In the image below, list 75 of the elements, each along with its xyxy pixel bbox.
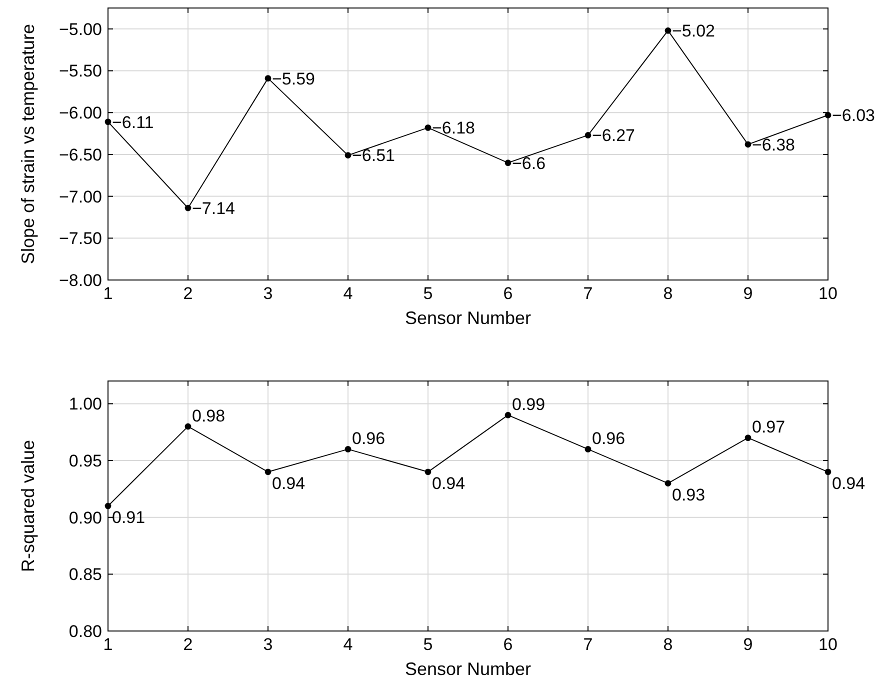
y-axis-title: R-squared value bbox=[18, 440, 38, 572]
data-label: −6.38 bbox=[752, 135, 796, 154]
data-label: 0.91 bbox=[112, 508, 146, 527]
x-tick-label: 9 bbox=[743, 635, 753, 654]
x-tick-label: 9 bbox=[743, 284, 753, 303]
x-tick-label: 3 bbox=[263, 284, 273, 303]
y-tick-label: −6.50 bbox=[58, 145, 102, 164]
y-tick-label: −7.50 bbox=[58, 229, 102, 248]
x-tick-label: 4 bbox=[343, 284, 353, 303]
x-tick-label: 1 bbox=[103, 284, 113, 303]
data-label: 0.94 bbox=[832, 474, 866, 493]
x-tick-label: 8 bbox=[663, 635, 673, 654]
data-label: 0.93 bbox=[672, 485, 706, 504]
data-label: 0.97 bbox=[752, 418, 786, 437]
data-label: 0.94 bbox=[432, 474, 466, 493]
point bbox=[184, 204, 192, 212]
data-label: 0.96 bbox=[352, 429, 386, 448]
y-axis-title: Slope of strain vs temperature bbox=[18, 24, 38, 264]
point bbox=[744, 434, 752, 442]
x-tick-label: 6 bbox=[503, 635, 513, 654]
data-label: −5.02 bbox=[672, 22, 716, 41]
y-tick-label: 0.95 bbox=[68, 451, 102, 470]
data-label: 0.96 bbox=[592, 429, 626, 448]
data-label: −6.11 bbox=[112, 112, 154, 132]
data-label: −7.14 bbox=[192, 198, 236, 218]
x-tick-label: 6 bbox=[503, 284, 513, 303]
point bbox=[104, 502, 112, 510]
y-tick-label: 0.80 bbox=[68, 622, 102, 641]
point bbox=[584, 132, 592, 138]
point bbox=[264, 75, 272, 82]
point bbox=[184, 423, 192, 430]
data-label: −6.03 bbox=[832, 106, 876, 126]
y-tick-label: −6.00 bbox=[58, 104, 102, 123]
point bbox=[824, 468, 832, 476]
data-label: −6.27 bbox=[592, 126, 636, 146]
x-tick-label: 4 bbox=[343, 635, 353, 654]
x-tick-label: 7 bbox=[583, 284, 593, 303]
point bbox=[344, 446, 352, 452]
data-label: −6.18 bbox=[432, 118, 476, 138]
x-axis-title: Sensor Number bbox=[404, 659, 532, 679]
point bbox=[744, 141, 752, 148]
point bbox=[504, 412, 512, 418]
x-tick-label: 5 bbox=[423, 635, 433, 654]
x-axis-title: Sensor Number bbox=[404, 308, 532, 328]
x-tick-label: 2 bbox=[183, 635, 193, 654]
point bbox=[664, 480, 672, 486]
data-label: −6.6 bbox=[512, 154, 546, 173]
point bbox=[664, 27, 672, 34]
y-tick-label: −7.00 bbox=[58, 187, 102, 206]
x-tick-label: 3 bbox=[263, 635, 273, 654]
point bbox=[104, 118, 112, 126]
x-tick-label: 7 bbox=[583, 635, 593, 654]
x-tick-label: 10 bbox=[818, 284, 838, 303]
data-label: 0.94 bbox=[272, 474, 306, 493]
y-tick-label: −8.00 bbox=[58, 270, 102, 290]
point bbox=[264, 468, 272, 476]
point bbox=[584, 446, 592, 452]
x-tick-label: 8 bbox=[663, 284, 673, 303]
x-tick-label: 10 bbox=[818, 635, 838, 654]
y-tick-label: 1.00 bbox=[68, 394, 102, 414]
point bbox=[344, 152, 352, 158]
data-label: 0.99 bbox=[512, 394, 546, 414]
y-tick-label: −5.00 bbox=[58, 20, 102, 39]
data-label: −6.51 bbox=[352, 146, 396, 166]
point bbox=[424, 124, 432, 131]
y-tick-label: 0.90 bbox=[68, 508, 102, 528]
point bbox=[424, 468, 432, 476]
x-tick-label: 2 bbox=[183, 284, 193, 303]
data-label: 0.98 bbox=[192, 406, 226, 426]
data-label: −5.59 bbox=[272, 69, 316, 88]
y-tick-label: −5.50 bbox=[58, 62, 102, 81]
x-tick-label: 5 bbox=[423, 284, 433, 303]
x-tick-label: 1 bbox=[103, 635, 113, 654]
y-tick-label: 0.85 bbox=[68, 565, 102, 584]
point bbox=[504, 160, 512, 166]
